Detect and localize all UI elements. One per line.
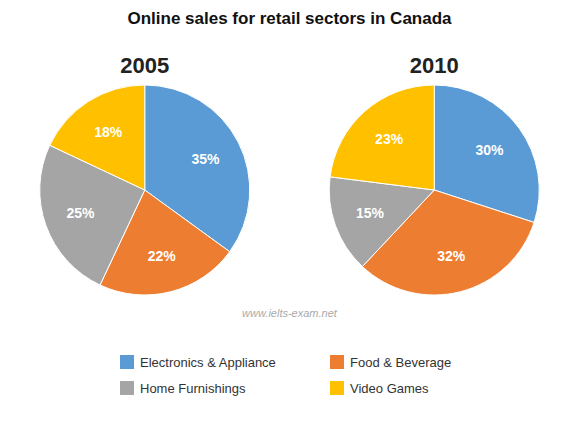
legend: Electronics & Appliance Food & Beverage Ho…	[120, 355, 451, 396]
pie: 35% 22% 25% 18%	[40, 85, 250, 295]
data-label: 32%	[437, 248, 466, 264]
legend-label: Home Furnishings	[140, 381, 246, 396]
legend-item: Food & Beverage	[330, 355, 451, 370]
legend-swatch	[120, 355, 134, 369]
data-label: 22%	[148, 248, 177, 264]
pie: 30% 32% 15% 23%	[329, 85, 539, 295]
legend-swatch	[120, 381, 134, 395]
legend-label: Electronics & Appliance	[140, 355, 276, 370]
annotation: www.ielts-exam.net	[242, 307, 338, 319]
legend-item: Home Furnishings	[120, 381, 246, 396]
data-label: 25%	[67, 205, 96, 221]
legend-swatch	[330, 381, 344, 395]
legend-item: Electronics & Appliance	[120, 355, 276, 370]
slice	[330, 85, 434, 190]
legend-swatch	[330, 355, 344, 369]
pie-title: 2005	[120, 53, 169, 78]
chart: Online sales for retail sectors in Canad…	[0, 0, 579, 442]
slice	[50, 85, 145, 190]
pie-title: 2010	[410, 53, 459, 78]
slice	[329, 177, 434, 267]
title: Online sales for retail sectors in Canad…	[127, 9, 452, 28]
data-label: 15%	[356, 205, 385, 221]
data-label: 30%	[475, 142, 504, 158]
data-label: 35%	[192, 151, 221, 167]
legend-label: Food & Beverage	[350, 355, 451, 370]
data-label: 23%	[375, 131, 404, 147]
legend-label: Video Games	[350, 381, 429, 396]
legend-item: Video Games	[330, 381, 429, 396]
data-label: 18%	[94, 124, 123, 140]
